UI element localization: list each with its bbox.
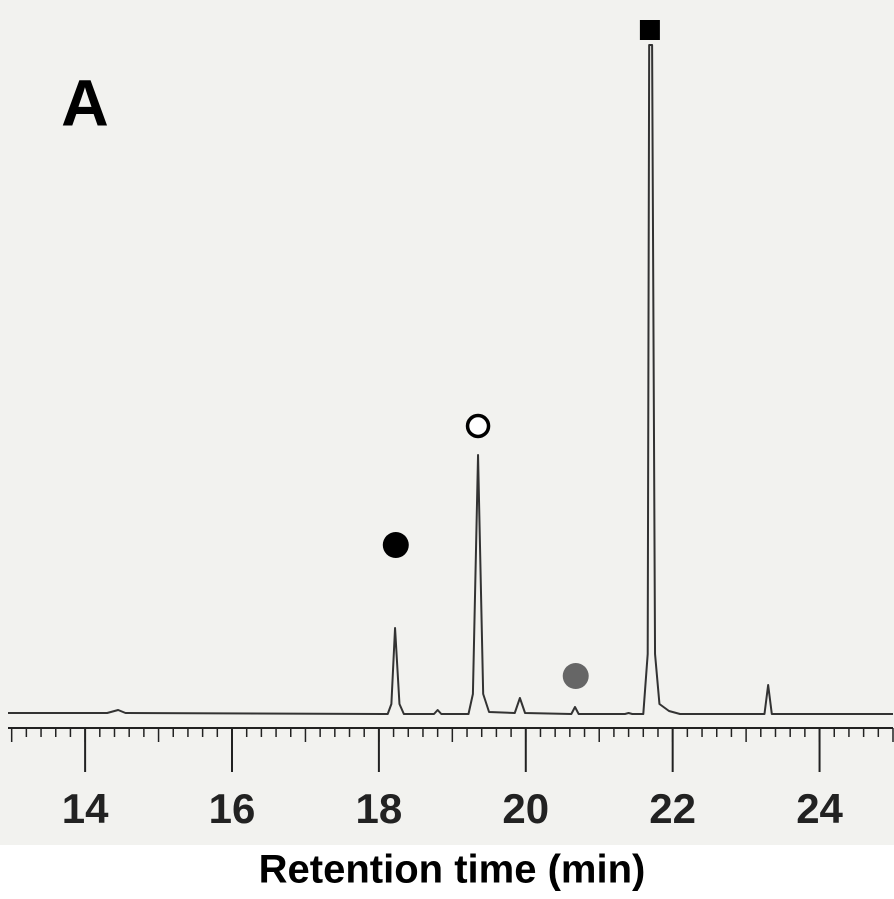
x-axis-title: Retention time (min) (259, 848, 646, 892)
panel-label: A (61, 65, 109, 139)
signal-line (8, 44, 893, 715)
peak-marker (562, 663, 589, 689)
peak-marker (382, 532, 409, 558)
x-tick-label: 18 (356, 785, 403, 832)
x-tick-label: 20 (502, 785, 549, 832)
peak-marker (639, 20, 660, 40)
plot-background (0, 0, 894, 845)
x-tick-label: 24 (796, 785, 843, 832)
x-tick-label: 16 (209, 785, 256, 832)
peak-marker (465, 413, 491, 439)
x-tick-label: 22 (649, 785, 696, 832)
x-tick-label: 14 (62, 785, 109, 832)
